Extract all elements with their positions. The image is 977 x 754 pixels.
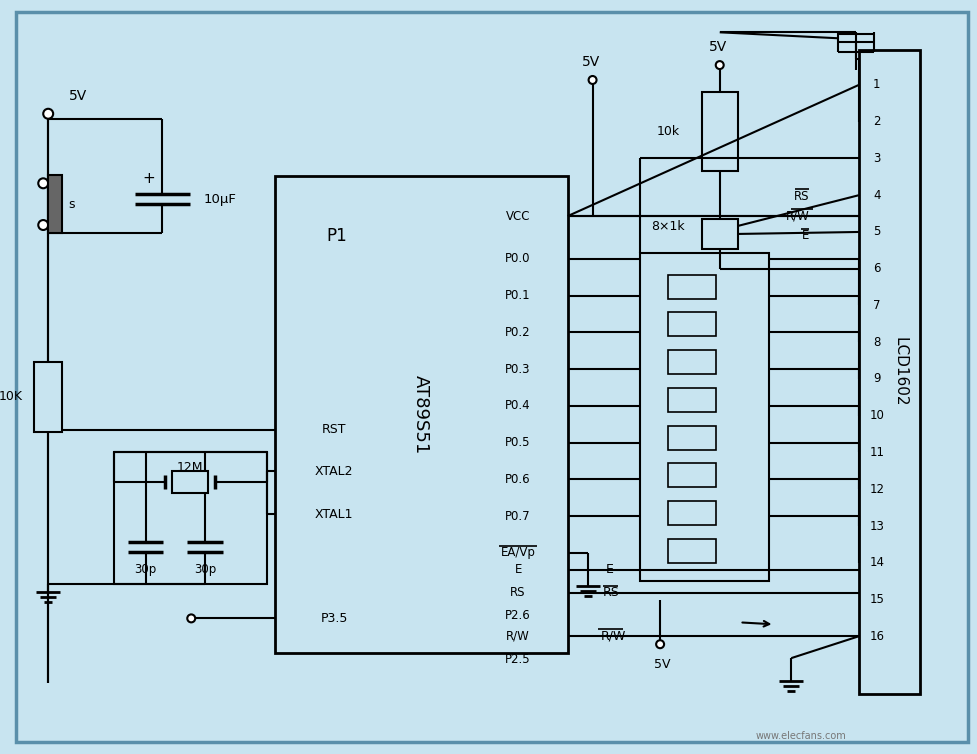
Text: 2: 2 [872, 115, 879, 128]
Text: 10K: 10K [0, 391, 22, 403]
Text: XTAL1: XTAL1 [315, 507, 353, 520]
Text: 5V: 5V [708, 40, 726, 54]
Text: E: E [801, 229, 808, 243]
Text: RS: RS [602, 586, 618, 599]
Bar [667, 388, 715, 412]
Text: 6: 6 [872, 262, 879, 275]
Text: P0.3: P0.3 [505, 363, 531, 375]
Bar [667, 312, 715, 336]
Text: P0.0: P0.0 [505, 253, 531, 265]
Text: XTAL2: XTAL2 [315, 465, 353, 478]
Text: 7: 7 [872, 299, 879, 312]
Text: s: s [68, 198, 75, 210]
Text: 30p: 30p [193, 563, 216, 576]
Text: 11: 11 [869, 446, 883, 459]
Text: 3: 3 [872, 152, 879, 165]
Circle shape [715, 61, 723, 69]
Text: 12: 12 [869, 483, 883, 495]
Text: 15: 15 [869, 593, 883, 606]
Bar [172, 471, 208, 493]
Text: 5V: 5V [68, 89, 87, 103]
Text: LCD1602: LCD1602 [891, 337, 906, 407]
Circle shape [38, 220, 48, 230]
Text: 8: 8 [872, 336, 879, 349]
Text: 10μF: 10μF [203, 193, 236, 206]
Circle shape [588, 76, 596, 84]
Bar [667, 426, 715, 449]
Text: VCC: VCC [505, 210, 530, 222]
Text: E: E [605, 563, 613, 576]
Text: www.elecfans.com: www.elecfans.com [755, 731, 846, 740]
Text: 30p: 30p [134, 563, 156, 576]
Bar [667, 501, 715, 525]
Text: P1: P1 [325, 227, 346, 245]
Text: AT89S51: AT89S51 [411, 375, 430, 455]
Text: R/W: R/W [600, 630, 625, 642]
Text: P2.6: P2.6 [505, 609, 531, 622]
Text: 8×1k: 8×1k [651, 219, 684, 232]
Circle shape [187, 615, 195, 622]
Bar [667, 350, 715, 374]
Text: 9: 9 [872, 372, 879, 385]
Text: RST: RST [321, 423, 346, 436]
Bar [667, 464, 715, 487]
Text: P3.5: P3.5 [320, 612, 348, 625]
Bar [640, 253, 769, 581]
Text: 5V: 5V [581, 55, 599, 69]
Text: P0.1: P0.1 [505, 289, 531, 302]
Text: P0.4: P0.4 [505, 400, 531, 412]
Text: RS: RS [792, 190, 808, 203]
Text: 16: 16 [869, 630, 883, 642]
Text: 12M: 12M [177, 461, 203, 474]
Bar [113, 452, 267, 584]
Text: RS: RS [510, 586, 526, 599]
Bar [667, 274, 715, 299]
Text: E: E [514, 563, 521, 576]
Text: 5V: 5V [654, 657, 669, 670]
Text: 5: 5 [872, 225, 879, 238]
Text: R/W: R/W [785, 210, 808, 222]
Text: P0.5: P0.5 [505, 436, 531, 449]
Text: 13: 13 [869, 520, 883, 532]
Bar [701, 92, 737, 171]
Text: P0.2: P0.2 [505, 326, 531, 339]
Text: 10k: 10k [656, 125, 679, 138]
Text: P2.5: P2.5 [505, 653, 531, 666]
Bar [667, 539, 715, 562]
Bar [48, 176, 63, 233]
Text: P0.7: P0.7 [505, 510, 531, 523]
Text: EA/Vp: EA/Vp [500, 547, 535, 559]
Circle shape [38, 179, 48, 188]
Bar [34, 362, 63, 431]
Text: 14: 14 [869, 556, 883, 569]
Text: +: + [142, 171, 154, 185]
Text: 4: 4 [872, 188, 879, 202]
Text: 1: 1 [872, 78, 879, 91]
Circle shape [656, 640, 663, 648]
Text: 10: 10 [869, 409, 883, 422]
Circle shape [43, 109, 53, 118]
Text: P0.6: P0.6 [505, 473, 531, 486]
Bar [858, 51, 919, 694]
Text: R/W: R/W [506, 630, 530, 642]
Bar [275, 176, 568, 653]
Bar [701, 219, 737, 249]
